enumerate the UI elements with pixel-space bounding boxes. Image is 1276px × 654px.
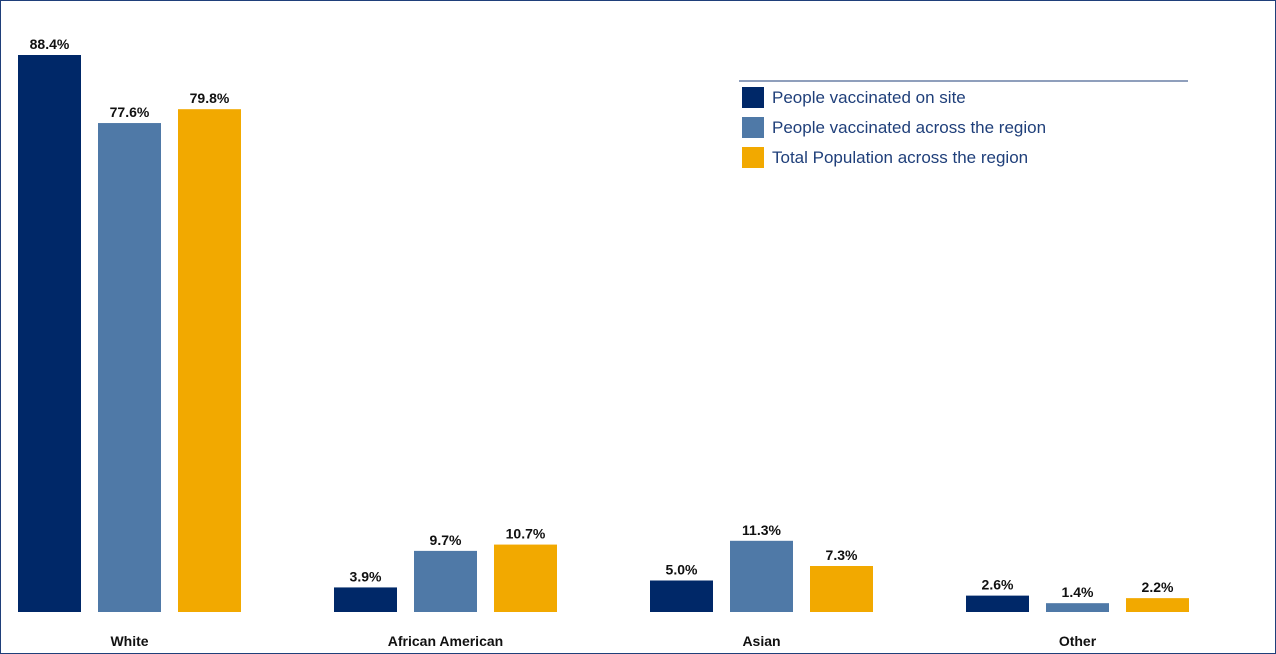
value-label-0-2: 79.8% (190, 90, 230, 106)
category-label-3: Other (1059, 633, 1097, 649)
value-label-3-2: 2.2% (1142, 579, 1174, 595)
value-label-3-1: 1.4% (1062, 584, 1094, 600)
value-label-1-2: 10.7% (506, 526, 546, 542)
legend-swatch-0 (742, 87, 764, 108)
bar-1-0 (334, 587, 397, 612)
value-label-2-1: 11.3% (742, 522, 781, 538)
value-label-3-0: 2.6% (982, 577, 1014, 593)
bar-3-0 (966, 595, 1029, 612)
bar-3-1 (1046, 603, 1109, 612)
category-label-0: White (110, 633, 148, 649)
bars-layer (18, 55, 1189, 613)
legend-swatch-1 (742, 117, 764, 138)
legend-label-0: People vaccinated on site (772, 88, 966, 107)
category-label-2: Asian (742, 633, 780, 649)
value-label-1-0: 3.9% (350, 568, 382, 584)
bar-1-2 (494, 544, 557, 612)
value-label-0-1: 77.6% (110, 104, 150, 120)
category-label-1: African American (388, 633, 503, 649)
bar-0-2 (178, 109, 241, 613)
bar-0-1 (98, 123, 161, 612)
legend-label-1: People vaccinated across the region (772, 118, 1046, 137)
value-label-2-2: 7.3% (826, 547, 858, 563)
value-label-0-0: 88.4% (30, 36, 70, 52)
bar-1-1 (414, 550, 477, 612)
bar-0-0 (18, 55, 81, 612)
bar-2-2 (810, 566, 873, 612)
bar-3-2 (1126, 598, 1189, 612)
legend-swatch-2 (742, 147, 764, 168)
value-label-1-1: 9.7% (430, 532, 462, 548)
bar-2-0 (650, 580, 713, 612)
legend: People vaccinated on site People vaccinat… (739, 80, 1188, 168)
bar-2-1 (730, 540, 793, 612)
value-label-2-0: 5.0% (666, 561, 698, 577)
value-labels-layer: 88.4% 77.6% 79.8% 3.9% 9.7% 10.7% 5.0% 11.3% 7.3… (30, 36, 1174, 600)
legend-label-2: Total Population across the region (772, 148, 1028, 167)
category-labels-layer: White African American Asian Other (110, 633, 1096, 649)
